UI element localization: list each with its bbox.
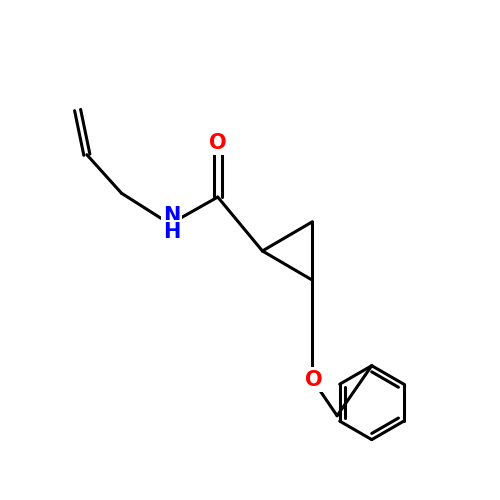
- Text: H: H: [163, 222, 180, 242]
- Text: O: O: [209, 133, 226, 153]
- Text: N: N: [163, 206, 180, 227]
- Text: O: O: [305, 370, 323, 390]
